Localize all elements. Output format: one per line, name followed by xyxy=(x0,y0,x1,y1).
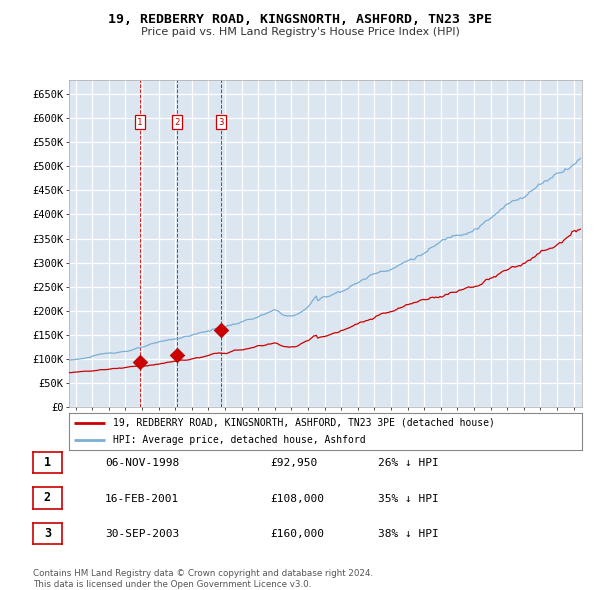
Text: £160,000: £160,000 xyxy=(270,529,324,539)
Text: 2: 2 xyxy=(44,491,51,504)
Text: 26% ↓ HPI: 26% ↓ HPI xyxy=(378,458,439,468)
Text: 3: 3 xyxy=(44,527,51,540)
Text: 35% ↓ HPI: 35% ↓ HPI xyxy=(378,494,439,503)
Text: This data is licensed under the Open Government Licence v3.0.: This data is licensed under the Open Gov… xyxy=(33,579,311,589)
Text: 38% ↓ HPI: 38% ↓ HPI xyxy=(378,529,439,539)
Text: Contains HM Land Registry data © Crown copyright and database right 2024.: Contains HM Land Registry data © Crown c… xyxy=(33,569,373,578)
Text: 2: 2 xyxy=(175,118,180,127)
Point xyxy=(172,350,182,360)
Point xyxy=(135,358,145,367)
Text: 30-SEP-2003: 30-SEP-2003 xyxy=(105,529,179,539)
Point xyxy=(216,325,226,335)
Text: Price paid vs. HM Land Registry's House Price Index (HPI): Price paid vs. HM Land Registry's House … xyxy=(140,28,460,37)
Text: 1: 1 xyxy=(44,456,51,469)
Text: £108,000: £108,000 xyxy=(270,494,324,503)
Text: 19, REDBERRY ROAD, KINGSNORTH, ASHFORD, TN23 3PE (detached house): 19, REDBERRY ROAD, KINGSNORTH, ASHFORD, … xyxy=(113,418,494,428)
Text: £92,950: £92,950 xyxy=(270,458,317,468)
Text: 16-FEB-2001: 16-FEB-2001 xyxy=(105,494,179,503)
Text: 19, REDBERRY ROAD, KINGSNORTH, ASHFORD, TN23 3PE: 19, REDBERRY ROAD, KINGSNORTH, ASHFORD, … xyxy=(108,13,492,26)
Text: 06-NOV-1998: 06-NOV-1998 xyxy=(105,458,179,468)
Text: 3: 3 xyxy=(218,118,224,127)
Text: HPI: Average price, detached house, Ashford: HPI: Average price, detached house, Ashf… xyxy=(113,435,365,445)
Text: 1: 1 xyxy=(137,118,143,127)
